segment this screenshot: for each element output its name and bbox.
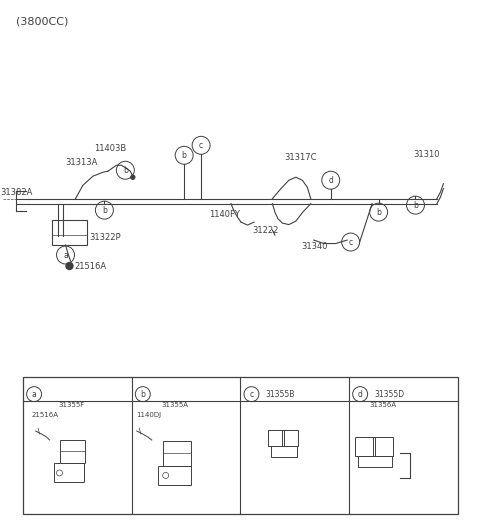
Text: 31355B: 31355B <box>265 390 295 399</box>
Circle shape <box>66 263 73 269</box>
Text: 11403B: 11403B <box>95 144 127 153</box>
Text: 21516A: 21516A <box>74 263 107 271</box>
Text: b: b <box>140 390 145 399</box>
Text: a: a <box>63 251 68 259</box>
Text: 31355F: 31355F <box>58 402 84 408</box>
Text: 31355D: 31355D <box>374 390 404 399</box>
Text: b: b <box>102 206 107 215</box>
Text: 31382A: 31382A <box>0 188 33 197</box>
Text: 31313A: 31313A <box>65 158 98 167</box>
Text: 31222: 31222 <box>252 226 279 235</box>
Text: 31356A: 31356A <box>369 402 396 408</box>
Text: 31317C: 31317C <box>284 153 316 162</box>
Text: 31322P: 31322P <box>89 233 121 242</box>
Text: 21516A: 21516A <box>32 412 59 418</box>
Text: b: b <box>413 201 418 209</box>
Text: b: b <box>182 151 187 160</box>
Text: a: a <box>32 390 36 399</box>
Text: 31340: 31340 <box>301 242 327 251</box>
Text: d: d <box>358 390 362 399</box>
Text: 1140FY: 1140FY <box>209 209 240 219</box>
Circle shape <box>131 175 135 179</box>
Text: c: c <box>250 390 253 399</box>
Text: b: b <box>123 166 128 175</box>
Text: d: d <box>328 176 333 185</box>
Text: 31310: 31310 <box>413 150 440 159</box>
Text: (3800CC): (3800CC) <box>16 17 68 27</box>
Text: 1140DJ: 1140DJ <box>136 412 161 418</box>
Text: c: c <box>348 238 353 246</box>
Text: 31355A: 31355A <box>162 402 189 408</box>
Text: c: c <box>199 141 203 150</box>
Text: b: b <box>376 208 381 217</box>
